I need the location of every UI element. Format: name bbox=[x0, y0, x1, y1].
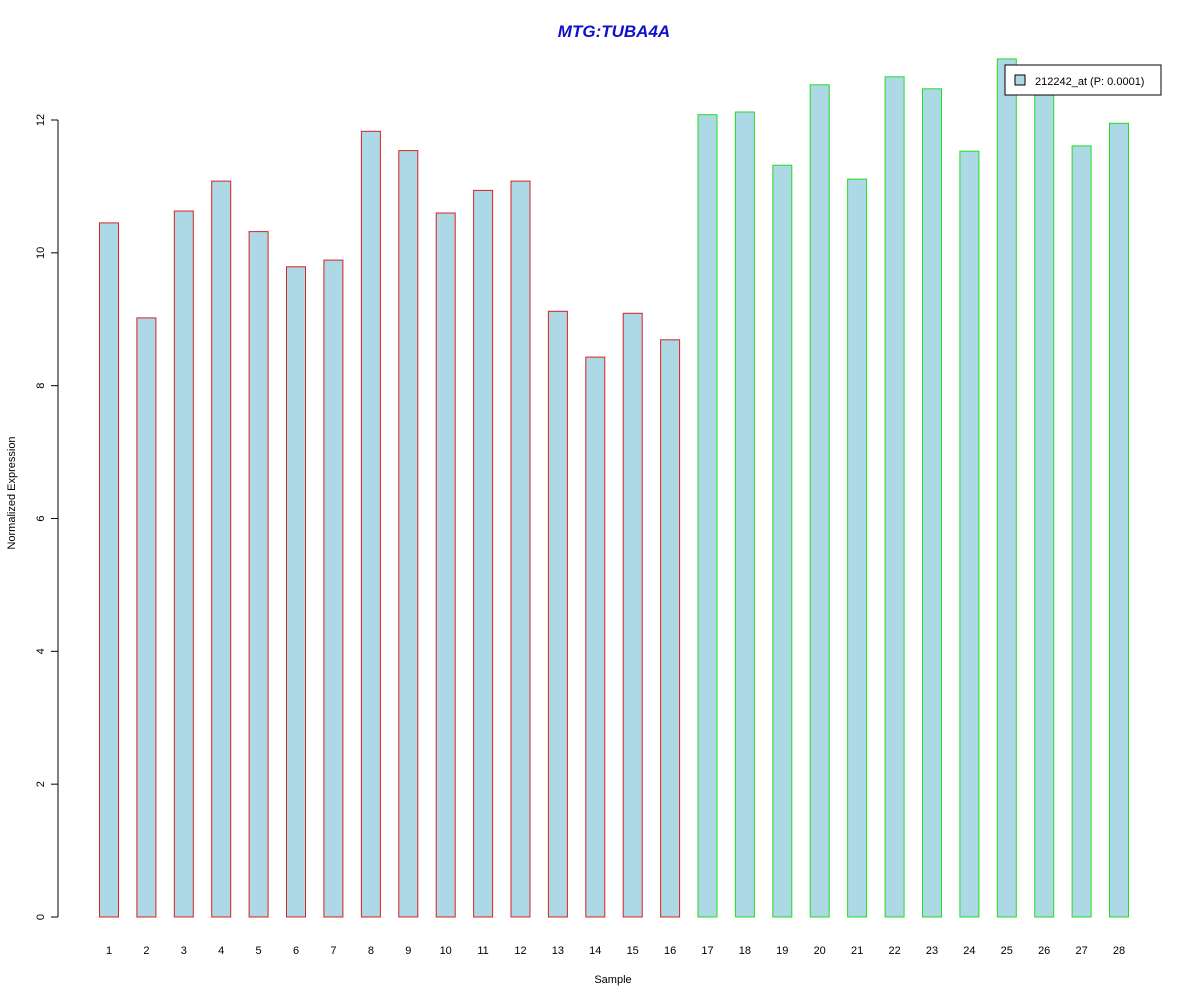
x-tick-label: 18 bbox=[739, 945, 751, 957]
bar-sample-7 bbox=[323, 259, 344, 918]
x-tick-label: 6 bbox=[293, 945, 299, 957]
x-tick-label: 21 bbox=[851, 945, 863, 957]
x-tick-label: 25 bbox=[1001, 945, 1013, 957]
bar-sample-14 bbox=[585, 356, 606, 918]
bar-sample-22 bbox=[884, 76, 905, 918]
bar-sample-27 bbox=[1071, 145, 1092, 918]
y-tick-label: 12 bbox=[35, 114, 47, 126]
bar-sample-5 bbox=[248, 231, 269, 918]
legend-label: 212242_at (P: 0.0001) bbox=[1035, 76, 1144, 88]
y-tick-label: 0 bbox=[35, 914, 47, 920]
x-tick-label: 17 bbox=[701, 945, 713, 957]
legend: 212242_at (P: 0.0001) bbox=[1004, 64, 1162, 96]
bar-sample-12 bbox=[510, 180, 531, 918]
x-tick-label: 1 bbox=[106, 945, 112, 957]
x-tick-label: 20 bbox=[814, 945, 826, 957]
bar-sample-8 bbox=[360, 130, 381, 918]
bars bbox=[99, 58, 1129, 918]
chart-title: MTG:TUBA4A bbox=[558, 22, 670, 41]
x-tick-label: 22 bbox=[888, 945, 900, 957]
bar-sample-28 bbox=[1109, 122, 1129, 918]
x-tick-label: 2 bbox=[143, 945, 149, 957]
x-tick-label: 13 bbox=[552, 945, 564, 957]
x-tick-label: 11 bbox=[477, 945, 488, 957]
x-tick-label: 26 bbox=[1038, 945, 1050, 957]
x-tick-label: 19 bbox=[776, 945, 788, 957]
bar-sample-23 bbox=[922, 88, 942, 918]
x-tick-label: 9 bbox=[405, 945, 411, 957]
bar-sample-24 bbox=[959, 150, 980, 918]
x-tick-label: 24 bbox=[963, 945, 975, 957]
bar-sample-21 bbox=[847, 178, 868, 918]
y-axis: 0 2 4 6 8 10 12 bbox=[35, 114, 59, 920]
bar-sample-16 bbox=[660, 339, 681, 918]
bar-sample-1 bbox=[99, 222, 119, 918]
x-tick-label: 14 bbox=[589, 945, 601, 957]
bar-sample-6 bbox=[286, 266, 306, 918]
x-tick-label: 27 bbox=[1075, 945, 1087, 957]
bar-sample-20 bbox=[809, 84, 830, 918]
y-tick-label: 6 bbox=[35, 515, 47, 521]
x-tick-label: 8 bbox=[368, 945, 374, 957]
y-tick-label: 8 bbox=[35, 383, 47, 389]
bar-sample-25 bbox=[996, 58, 1017, 918]
x-axis-tick-labels: 1 2 3 4 5 6 7 8 9 10 11 12 13 14 15 16 17 18 19 20 21 22 23 24 2… bbox=[106, 945, 1125, 957]
x-tick-label: 4 bbox=[218, 945, 224, 957]
legend-swatch bbox=[1014, 74, 1026, 86]
bar-sample-9 bbox=[398, 150, 419, 918]
x-tick-label: 12 bbox=[514, 945, 526, 957]
x-tick-label: 16 bbox=[664, 945, 676, 957]
x-tick-label: 28 bbox=[1113, 945, 1125, 957]
bar-sample-3 bbox=[173, 210, 194, 918]
bar-sample-17 bbox=[697, 114, 718, 918]
y-tick-label: 4 bbox=[35, 648, 47, 654]
y-tick-label: 10 bbox=[35, 247, 47, 259]
x-tick-label: 15 bbox=[627, 945, 639, 957]
x-tick-label: 23 bbox=[926, 945, 938, 957]
x-tick-label: 10 bbox=[440, 945, 452, 957]
bar-sample-26 bbox=[1034, 87, 1055, 918]
x-tick-label: 3 bbox=[181, 945, 187, 957]
bar-sample-11 bbox=[473, 189, 494, 918]
x-tick-label: 7 bbox=[330, 945, 336, 957]
y-tick-label: 2 bbox=[35, 781, 47, 787]
x-tick-label: 5 bbox=[256, 945, 262, 957]
bar-sample-15 bbox=[622, 312, 643, 918]
bar-sample-10 bbox=[435, 212, 456, 918]
bar-sample-2 bbox=[136, 317, 157, 918]
bar-sample-18 bbox=[734, 111, 755, 918]
bar-sample-13 bbox=[547, 310, 568, 918]
x-axis-label: Sample bbox=[594, 974, 631, 986]
legend-box bbox=[1004, 64, 1162, 96]
bar-sample-4 bbox=[211, 180, 232, 918]
y-axis-label: Normalized Expression bbox=[6, 436, 18, 549]
bar-sample-19 bbox=[772, 164, 793, 918]
